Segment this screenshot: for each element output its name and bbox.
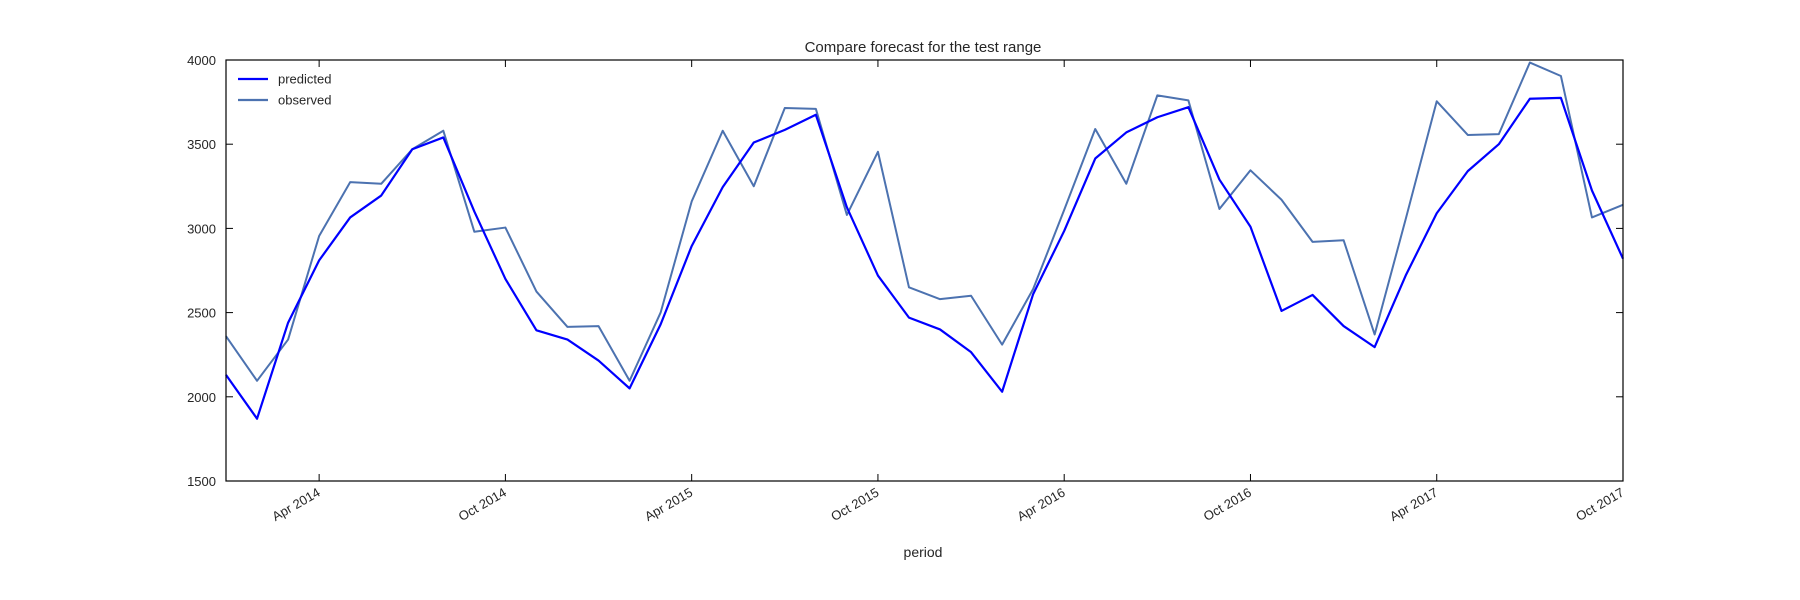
y-tick-label: 2500 xyxy=(187,306,216,321)
plot-frame xyxy=(225,59,1624,482)
y-tick-label: 4000 xyxy=(187,53,216,68)
x-tick-label: Oct 2015 xyxy=(828,485,881,524)
series-line-observed xyxy=(225,61,1624,382)
axes-layer: 1500 2000 2500 3000 3500 4000 Apr 2014 Oct 2014… xyxy=(187,53,1626,524)
y-tick-label: 2000 xyxy=(187,390,216,405)
x-tick-label: Apr 2015 xyxy=(642,485,695,524)
legend-label-observed: observed xyxy=(278,93,331,108)
series-layer xyxy=(225,61,1625,420)
y-tick-label: 3500 xyxy=(187,137,216,152)
x-tick-label: Apr 2017 xyxy=(1387,485,1440,524)
x-tick-label: Oct 2016 xyxy=(1201,485,1254,524)
legend: predicted observed xyxy=(238,72,331,108)
x-tick-label: Apr 2014 xyxy=(269,485,322,524)
x-tick-label: Apr 2016 xyxy=(1015,485,1068,524)
y-tick-label: 3000 xyxy=(187,221,216,236)
y-tick-label: 1500 xyxy=(187,474,216,489)
series-line-predicted xyxy=(225,96,1625,420)
x-tick-label: Oct 2014 xyxy=(456,485,509,524)
x-tick-label: Oct 2017 xyxy=(1573,485,1626,524)
chart-title: Compare forecast for the test range xyxy=(805,39,1042,56)
x-axis-label: period xyxy=(904,544,943,560)
legend-label-predicted: predicted xyxy=(278,72,331,87)
